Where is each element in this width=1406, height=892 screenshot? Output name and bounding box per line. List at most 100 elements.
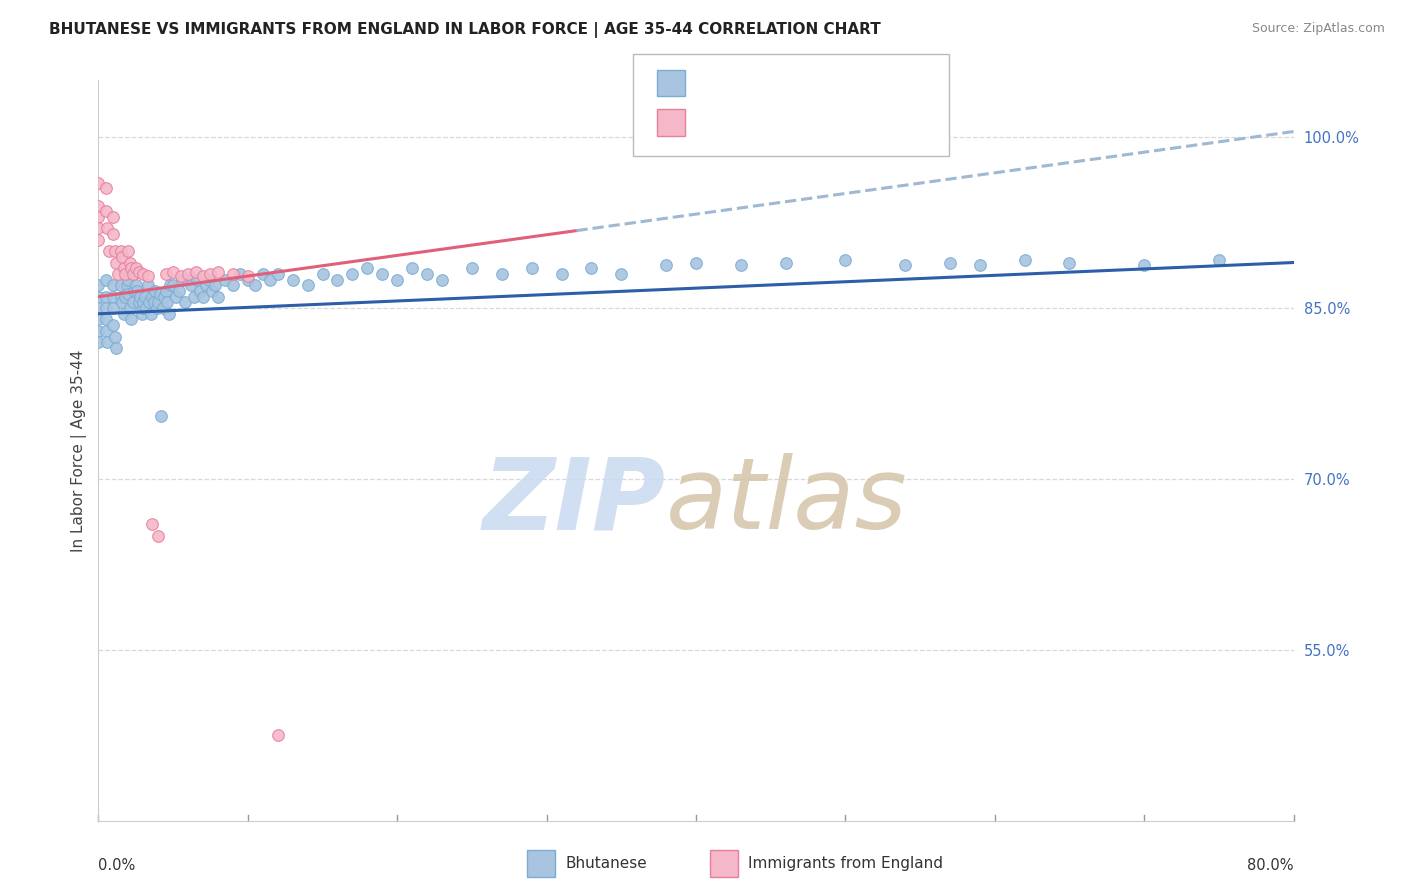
Point	[162, 265, 184, 279]
Text: 80.0%: 80.0%	[1247, 858, 1294, 872]
Point	[155, 267, 177, 281]
Point	[135, 301, 157, 315]
Text: Bhutanese: Bhutanese	[565, 856, 647, 871]
Point	[655, 258, 678, 272]
Point	[87, 210, 110, 224]
Point	[281, 272, 304, 286]
Text: 108: 108	[820, 76, 853, 90]
Point	[356, 261, 378, 276]
Point	[550, 267, 572, 281]
Point	[259, 272, 281, 286]
Point	[174, 295, 197, 310]
Y-axis label: In Labor Force | Age 35-44: In Labor Force | Age 35-44	[72, 350, 87, 551]
Point	[87, 233, 110, 247]
Point	[461, 261, 484, 276]
Point	[183, 290, 205, 304]
Point	[610, 267, 633, 281]
Point	[191, 290, 214, 304]
Point	[188, 284, 211, 298]
Point	[162, 278, 184, 293]
Point	[150, 409, 173, 424]
Point	[112, 307, 135, 321]
Text: 0.0%: 0.0%	[98, 858, 135, 872]
Point	[267, 728, 290, 742]
Point	[311, 267, 333, 281]
Point	[112, 261, 135, 276]
Point	[128, 265, 150, 279]
Point	[110, 244, 132, 259]
Point	[94, 312, 117, 326]
Point	[385, 272, 409, 286]
Point	[110, 290, 132, 304]
Point	[165, 290, 187, 304]
Point	[297, 278, 319, 293]
Point	[520, 261, 543, 276]
Point	[103, 227, 125, 241]
Point	[94, 181, 117, 195]
Point	[136, 278, 159, 293]
Point	[87, 290, 110, 304]
Point	[201, 284, 224, 298]
Point	[94, 301, 117, 315]
Point	[103, 278, 125, 293]
Point	[491, 267, 513, 281]
Point	[214, 272, 236, 286]
Point	[115, 278, 138, 293]
Point	[222, 267, 245, 281]
Point	[204, 278, 226, 293]
Point	[177, 267, 200, 281]
Point	[120, 261, 142, 276]
Point	[107, 267, 129, 281]
Point	[120, 312, 142, 326]
Point	[138, 295, 160, 310]
Point	[267, 267, 290, 281]
Point	[105, 341, 128, 355]
Point	[198, 272, 221, 286]
Point	[124, 284, 146, 298]
Point	[131, 307, 153, 321]
Point	[180, 278, 202, 293]
Point	[141, 290, 163, 304]
Point	[132, 295, 155, 310]
Point	[125, 278, 148, 293]
Point	[104, 244, 127, 259]
Point	[121, 267, 143, 281]
Point	[207, 290, 229, 304]
Point	[118, 301, 141, 315]
Point	[184, 265, 207, 279]
Point	[87, 324, 110, 338]
Point	[1014, 253, 1036, 268]
Point	[152, 301, 174, 315]
Point	[342, 267, 364, 281]
Point	[191, 269, 214, 284]
Point	[104, 329, 127, 343]
Point	[117, 287, 139, 301]
Point	[1059, 255, 1081, 269]
Point	[252, 267, 274, 281]
Point	[143, 284, 166, 298]
Text: Immigrants from England: Immigrants from England	[748, 856, 943, 871]
Point	[169, 269, 191, 284]
Point	[121, 295, 143, 310]
Point	[110, 278, 132, 293]
Point	[939, 255, 962, 269]
Text: 0.303: 0.303	[724, 115, 775, 129]
Point	[685, 255, 707, 269]
Point	[96, 335, 118, 350]
Point	[156, 295, 179, 310]
Point	[149, 287, 172, 301]
Point	[125, 261, 148, 276]
Point	[87, 221, 110, 235]
Point	[167, 284, 190, 298]
Text: atlas: atlas	[666, 453, 908, 550]
Point	[430, 272, 453, 286]
Point	[87, 278, 110, 293]
Point	[87, 335, 110, 350]
Point	[129, 290, 152, 304]
Point	[401, 261, 423, 276]
Point	[132, 301, 155, 315]
Point	[730, 258, 752, 272]
Point	[894, 258, 917, 272]
Point	[142, 295, 165, 310]
Point	[834, 253, 856, 268]
